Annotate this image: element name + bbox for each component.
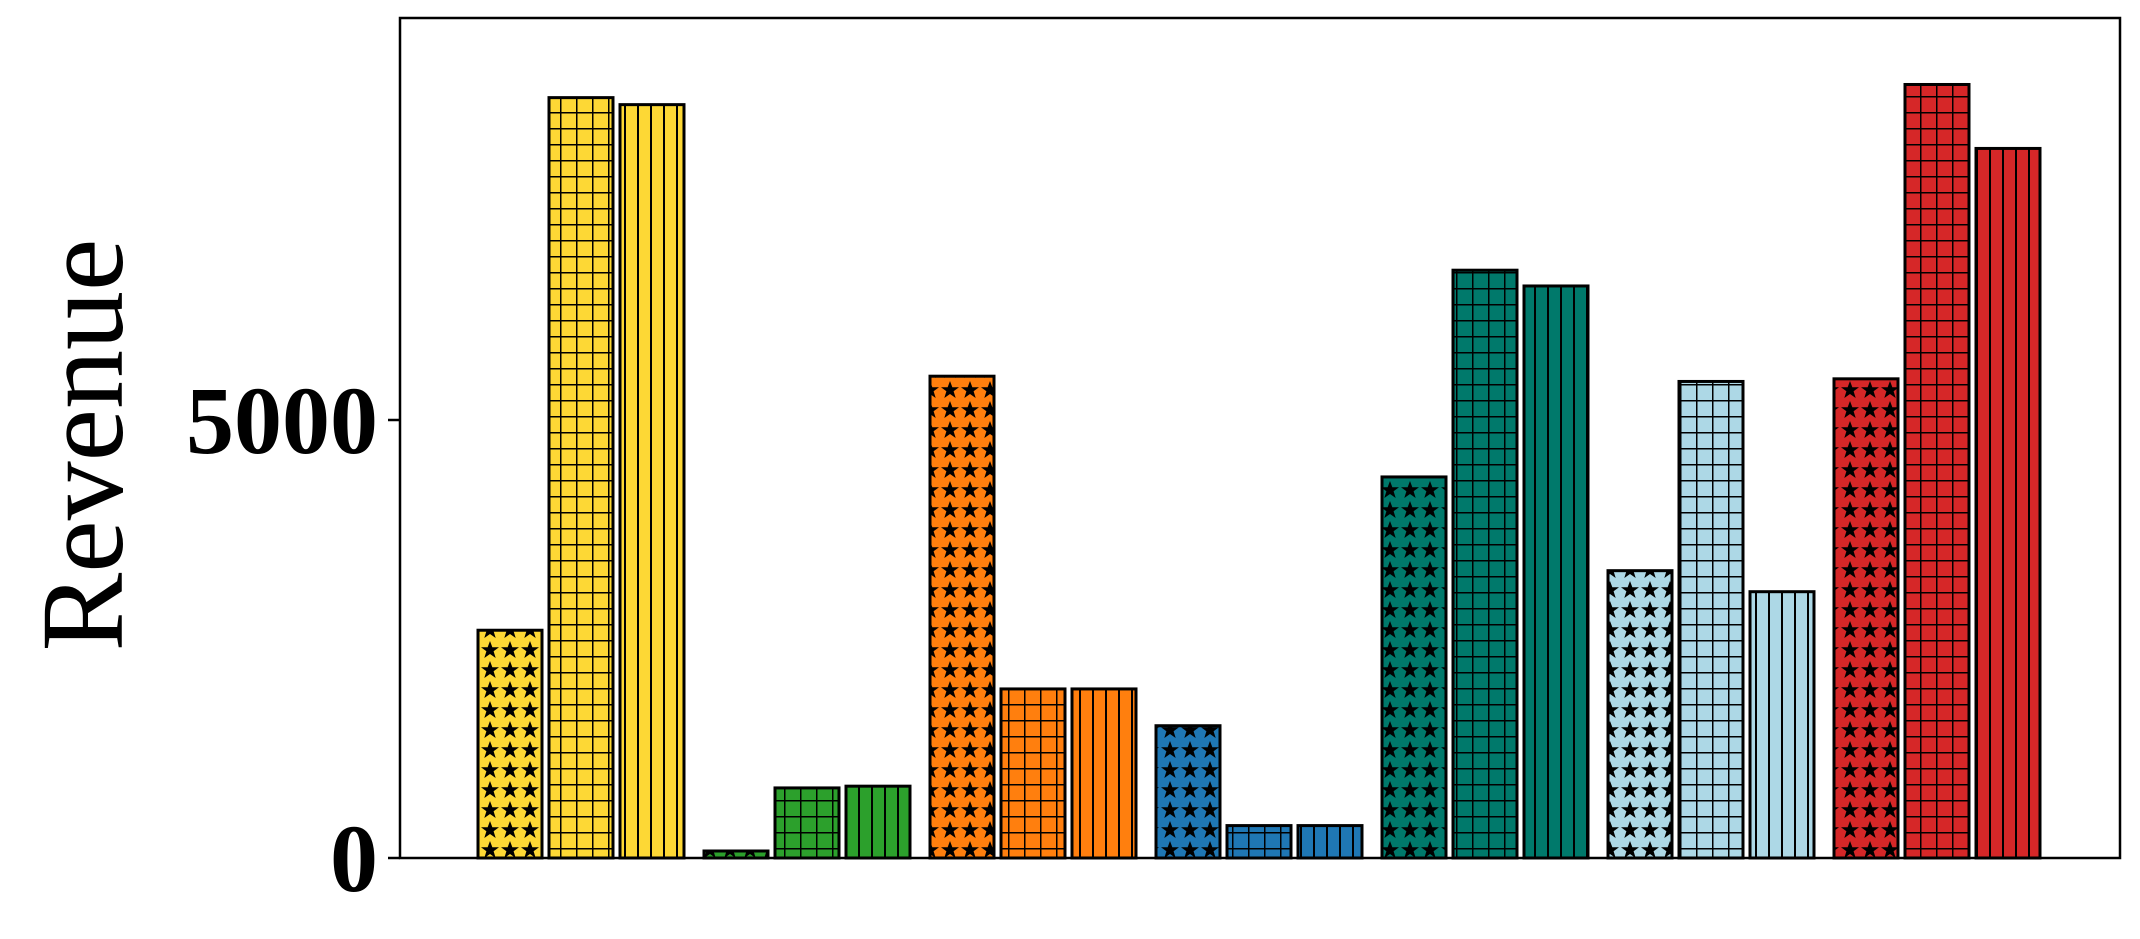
y-tick-label-5000: 5000 xyxy=(186,367,378,474)
bar-group-7-star xyxy=(1832,377,1900,860)
bar-group-4-star xyxy=(1154,724,1222,860)
bar-group-5-grid xyxy=(1451,268,1519,860)
bar-group-3-grid xyxy=(999,687,1067,860)
bar-group-6-grid xyxy=(1677,379,1745,860)
bar-group-2-grid xyxy=(773,786,841,860)
bar-group-4-grid xyxy=(1225,824,1293,860)
y-axis: 0 5000 xyxy=(186,367,400,912)
bar-group-2-star xyxy=(702,849,770,860)
y-tick-label-0: 0 xyxy=(330,805,378,912)
bar-group-1-star xyxy=(476,628,544,860)
bar-group-7-vertical-lines xyxy=(1974,146,2042,860)
bar-group-6-vertical-lines xyxy=(1748,590,1816,860)
bar-group-3-vertical-lines xyxy=(1070,687,1138,860)
bar-group-1-grid xyxy=(547,96,615,860)
bar-group-5-vertical-lines xyxy=(1522,284,1590,860)
bar-group-1-vertical-lines xyxy=(618,103,686,860)
bars-layer xyxy=(476,82,2042,860)
y-axis-label: Revenue xyxy=(17,239,148,652)
bar-group-5-star xyxy=(1380,475,1448,860)
bar-group-6-star xyxy=(1606,569,1674,860)
bar-group-4-vertical-lines xyxy=(1296,824,1364,860)
bar-group-7-grid xyxy=(1903,82,1971,860)
bar-group-2-vertical-lines xyxy=(844,784,912,860)
bar-group-3-star xyxy=(928,374,996,860)
